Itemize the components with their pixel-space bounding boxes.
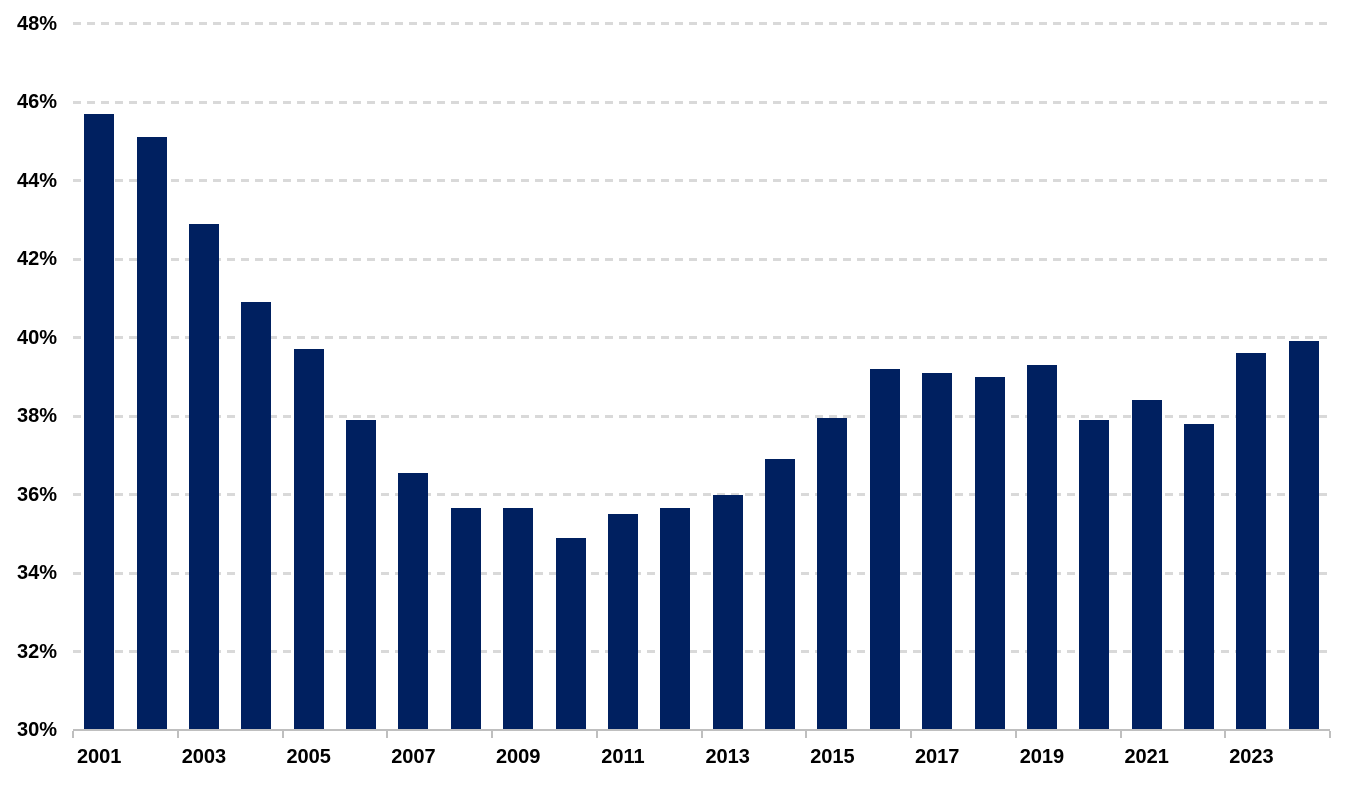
gridline [73, 336, 1330, 340]
x-axis-tick-label: 2005 [286, 746, 331, 768]
gridline [73, 100, 1330, 104]
x-axis-line [73, 729, 1330, 731]
bar-2012 [660, 508, 691, 730]
bar-2021 [1131, 400, 1162, 730]
x-axis-tick-label: 2023 [1229, 746, 1274, 768]
x-axis-tick-label: 2019 [1019, 746, 1065, 768]
bar-2001 [84, 113, 115, 730]
gridline [73, 571, 1330, 575]
x-axis-tick [910, 731, 912, 738]
gridline [73, 179, 1330, 183]
bar-2016 [869, 368, 900, 730]
bar-2004 [241, 302, 272, 730]
bar-2019 [1026, 365, 1057, 730]
x-axis-tick [176, 731, 179, 738]
gridline [73, 650, 1330, 653]
y-axis-tick-label: 44% [16, 169, 57, 192]
x-axis-tick [805, 731, 808, 738]
bar-2009 [503, 508, 534, 730]
bar-2023 [1236, 353, 1267, 730]
x-axis-tick-label: 2015 [810, 746, 855, 768]
gridline [73, 493, 1330, 497]
bar-2024 [1288, 341, 1319, 730]
x-axis-tick [1224, 731, 1227, 738]
bar-2014 [765, 459, 796, 730]
x-axis-tick-label: 2003 [181, 746, 227, 768]
x-axis-tick-label: 2017 [914, 746, 960, 768]
x-axis-tick-label: 2001 [76, 746, 122, 768]
x-axis-tick-label: 2021 [1124, 746, 1169, 768]
gridline [73, 414, 1330, 418]
x-axis-tick [1014, 731, 1017, 738]
x-axis-tick [1119, 731, 1122, 738]
bar-2008 [450, 508, 481, 730]
x-axis-tick [595, 731, 598, 738]
y-axis-tick-label: 38% [16, 405, 57, 428]
bar-2007 [398, 472, 429, 730]
y-axis-tick-label: 48% [16, 12, 57, 35]
x-axis-tick [491, 731, 493, 738]
y-axis-tick-label: 40% [16, 326, 57, 349]
bar-2002 [136, 137, 167, 730]
bar-2015 [817, 418, 848, 730]
x-axis-tick [1329, 731, 1331, 738]
y-axis-tick-label: 30% [16, 719, 57, 741]
x-axis-tick-label: 2007 [391, 746, 436, 768]
x-axis-tick [700, 731, 703, 738]
gridline [73, 257, 1330, 261]
x-axis-tick-label: 2011 [601, 746, 645, 768]
x-axis-tick [281, 731, 284, 738]
x-axis-tick [386, 731, 389, 738]
y-axis-tick-label: 36% [16, 483, 57, 506]
gridline [73, 22, 1330, 26]
y-axis-tick-label: 32% [16, 640, 57, 663]
bar-2017 [922, 372, 953, 730]
x-axis-tick [72, 731, 74, 738]
x-axis-tick-label: 2009 [495, 746, 541, 768]
bar-2020 [1079, 419, 1110, 730]
y-axis-tick-label: 34% [16, 562, 57, 585]
x-axis-tick-label: 2013 [705, 746, 750, 768]
bar-2010 [555, 537, 586, 730]
y-axis-tick-label: 42% [16, 248, 57, 271]
bar-2003 [188, 223, 219, 730]
bar-2022 [1184, 423, 1215, 730]
bar-2013 [712, 494, 743, 730]
bar-2011 [607, 514, 638, 730]
bar-2006 [346, 419, 377, 730]
y-axis-tick-label: 46% [16, 91, 57, 114]
bar-2018 [974, 376, 1005, 730]
bar-2005 [293, 349, 324, 730]
